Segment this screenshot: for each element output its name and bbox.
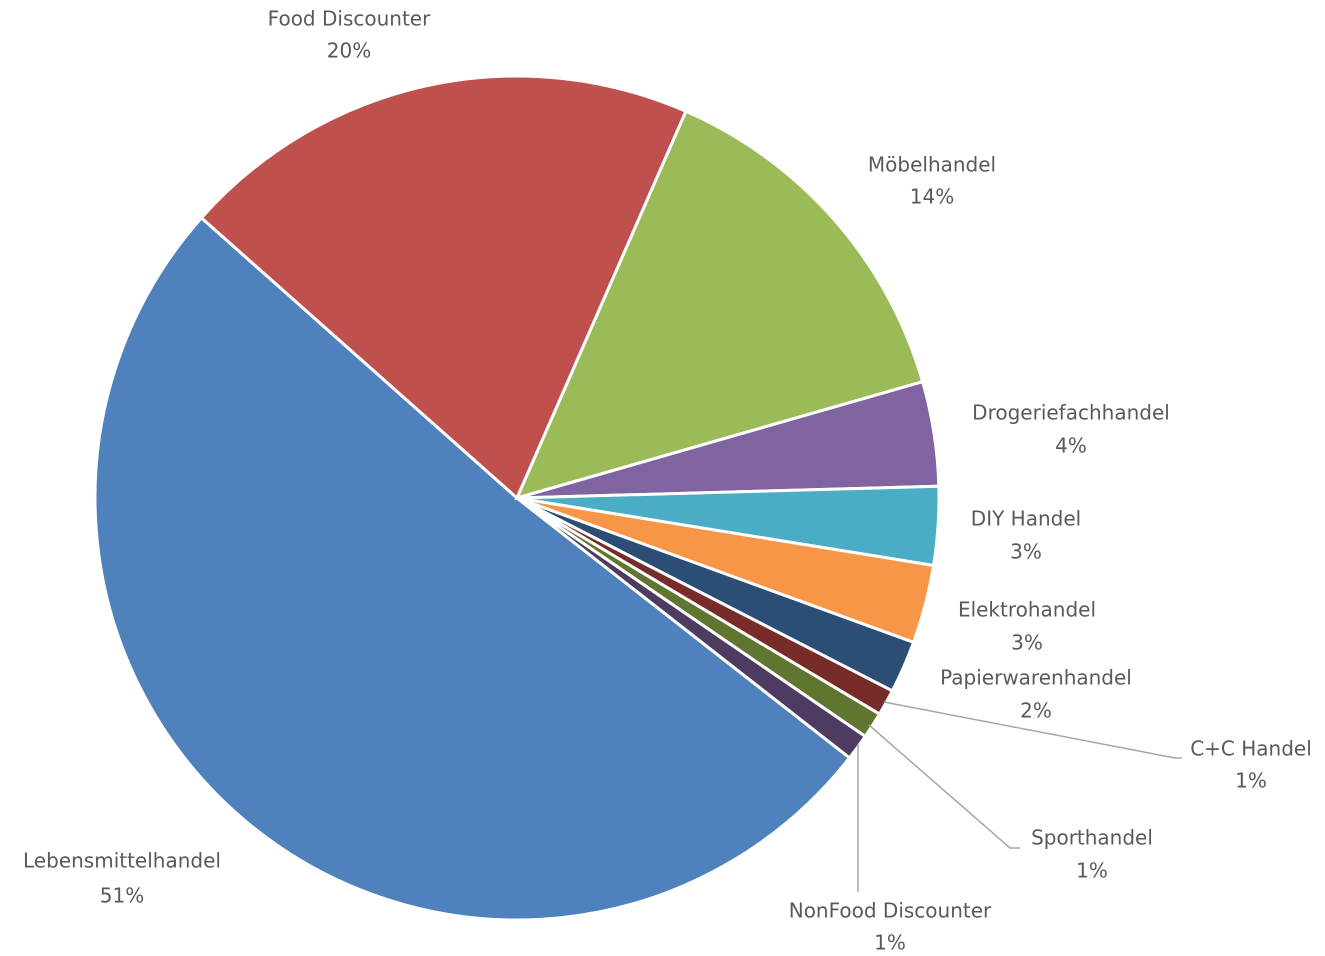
slice-value-label: 2% — [1020, 699, 1052, 723]
leader-line — [883, 701, 1182, 759]
slice-label: DIY Handel — [971, 507, 1081, 531]
slice-label: Sporthandel — [1031, 826, 1153, 850]
slice-label: Lebensmittelhandel — [23, 849, 221, 873]
slice-value-label: 4% — [1055, 434, 1087, 458]
slice-value-label: 3% — [1011, 631, 1043, 655]
slice-label: Elektrohandel — [958, 598, 1096, 622]
slice-label: C+C Handel — [1190, 737, 1312, 761]
pie-slice — [514, 109, 925, 501]
slice-value-label: 1% — [1076, 859, 1108, 883]
slice-value-label: 51% — [100, 884, 144, 908]
slice-value-label: 3% — [1010, 540, 1042, 564]
slice-value-label: 1% — [1235, 769, 1267, 793]
pie-slice — [93, 215, 852, 922]
leader-line — [868, 724, 1020, 849]
slice-label: NonFood Discounter — [789, 899, 992, 923]
slice-label: Papierwarenhandel — [940, 666, 1132, 690]
slice-label: Drogeriefachhandel — [972, 401, 1170, 425]
slice-value-label: 14% — [910, 185, 954, 209]
slice-value-label: 20% — [327, 39, 371, 63]
pie-slice — [199, 74, 688, 501]
slice-label: Möbelhandel — [868, 153, 996, 177]
slice-label: Food Discounter — [268, 7, 431, 31]
slice-value-label: 1% — [874, 931, 906, 955]
